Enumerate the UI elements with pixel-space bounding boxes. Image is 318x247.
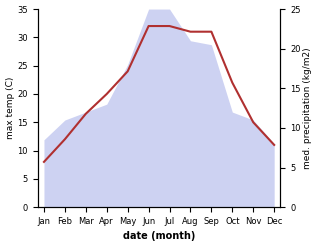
Y-axis label: max temp (C): max temp (C) <box>5 77 15 139</box>
Y-axis label: med. precipitation (kg/m2): med. precipitation (kg/m2) <box>303 47 313 169</box>
X-axis label: date (month): date (month) <box>123 231 195 242</box>
